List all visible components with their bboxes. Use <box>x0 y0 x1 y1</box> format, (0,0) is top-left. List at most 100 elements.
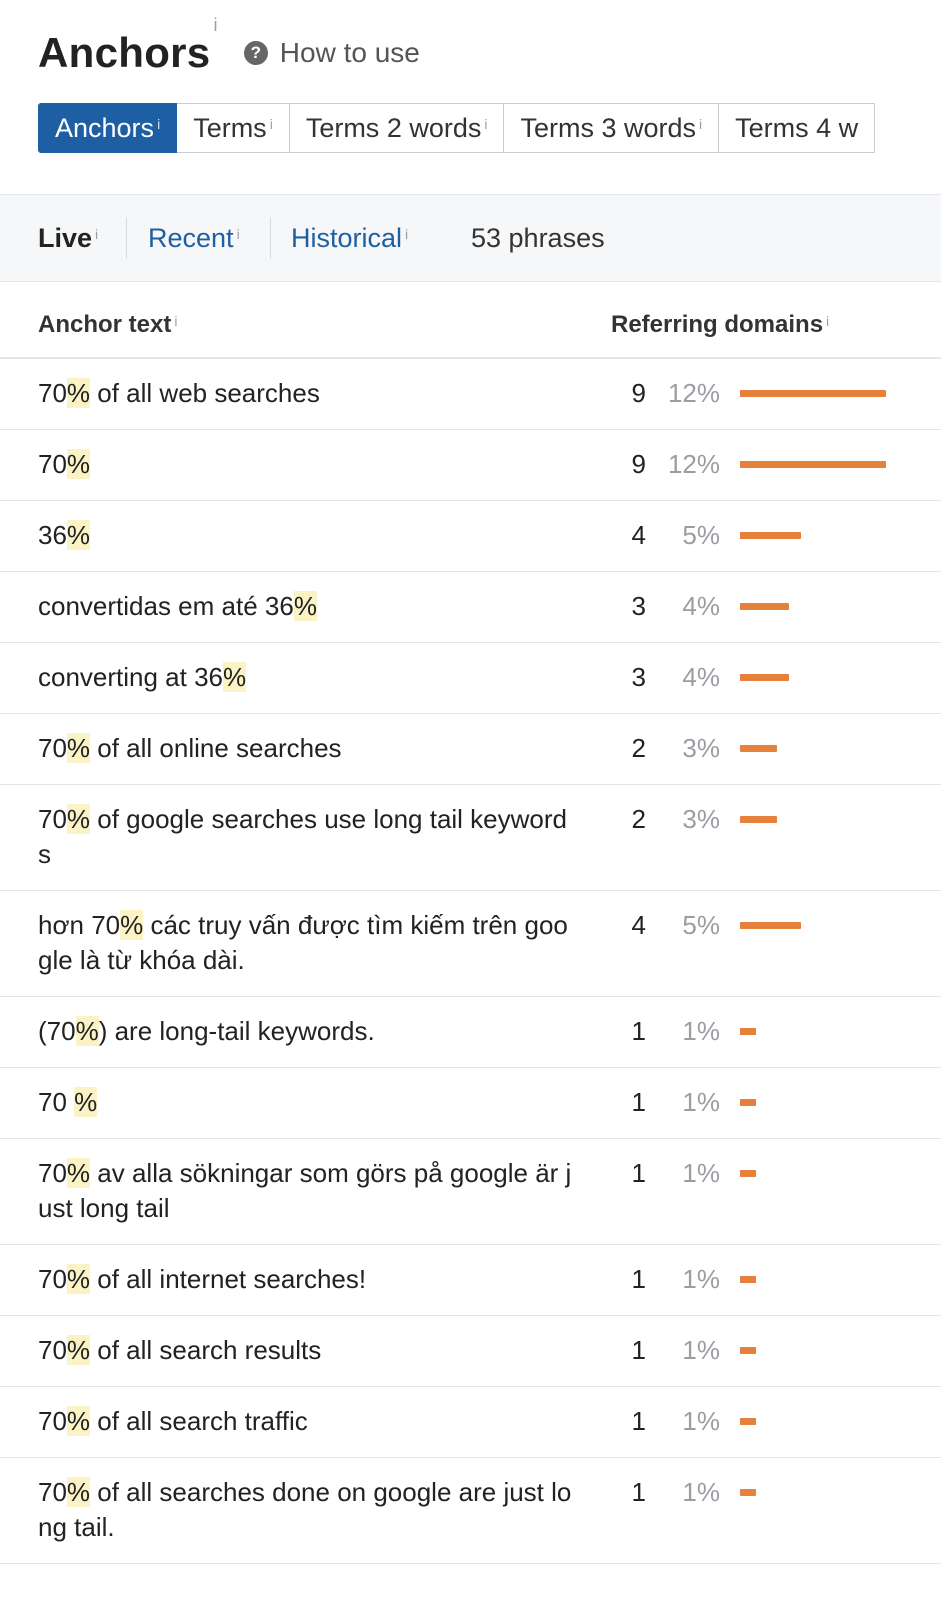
anchors-table: 70% of all web searches 9 12% 70% 9 12% … <box>0 359 941 1564</box>
anchor-text-highlight: % <box>66 378 91 408</box>
anchor-text-highlight: % <box>74 1087 98 1117</box>
info-icon[interactable]: i <box>95 226 99 242</box>
info-icon[interactable]: i <box>484 116 488 132</box>
referring-domains-percent: 5% <box>682 910 720 940</box>
referring-domains-count[interactable]: 9 <box>631 449 646 479</box>
share-bar <box>740 603 789 610</box>
referring-domains-count[interactable]: 2 <box>631 733 646 763</box>
table-row: 70% av alla sökningar som görs på google… <box>0 1139 941 1245</box>
referring-domains-count[interactable]: 3 <box>631 591 646 621</box>
question-circle-icon: ? <box>243 41 268 65</box>
share-bar <box>740 1347 756 1354</box>
info-icon[interactable]: i <box>174 313 178 329</box>
anchor-text-highlight: % <box>120 910 144 940</box>
column-header-referring-domains[interactable]: Referring domains i <box>611 300 829 350</box>
share-bar <box>740 1170 756 1177</box>
info-icon[interactable]: i <box>213 15 218 35</box>
anchor-text-highlight: % <box>75 1016 99 1046</box>
table-row: convertidas em até 36% 3 4% <box>0 572 941 643</box>
filter-historical[interactable]: Historical i <box>291 195 408 281</box>
share-bar <box>740 461 886 468</box>
anchor-text: 70% of all internet searches! <box>38 1262 578 1297</box>
anchor-text-highlight: % <box>66 1477 91 1507</box>
referring-domains-count[interactable]: 9 <box>631 378 646 408</box>
referring-domains-count[interactable]: 1 <box>631 1016 646 1046</box>
divider <box>0 357 941 359</box>
share-bar <box>740 816 777 823</box>
referring-domains-percent: 4% <box>682 591 720 621</box>
anchor-text-part: 70 <box>38 1264 67 1294</box>
anchor-text-part: 70 <box>38 804 67 834</box>
anchor-text: 70% of google searches use long tail key… <box>38 802 578 872</box>
info-icon[interactable]: i <box>699 116 703 132</box>
tab-anchors[interactable]: Anchors i <box>38 103 178 153</box>
table-row: (70%) are long-tail keywords. 1 1% <box>0 997 941 1068</box>
referring-domains-percent: 3% <box>682 733 720 763</box>
table-row: 70% of all internet searches! 1 1% <box>0 1245 941 1316</box>
tab-terms-2-words[interactable]: Terms 2 words i <box>289 103 505 153</box>
anchor-text-part: các truy vấn được tìm kiếm trên google l… <box>38 910 568 975</box>
divider <box>126 217 127 259</box>
anchor-text-part: 70 <box>38 1335 67 1365</box>
table-row: 70% of google searches use long tail key… <box>0 785 941 891</box>
column-header-anchor-text[interactable]: Anchor text i <box>38 300 177 350</box>
anchor-text-highlight: % <box>66 520 91 550</box>
table-row: 70% of all search results 1 1% <box>0 1316 941 1387</box>
anchor-text-part: 70 <box>38 449 67 479</box>
referring-domains-count[interactable]: 1 <box>631 1477 646 1507</box>
how-to-use-link[interactable]: ? How to use <box>243 37 420 69</box>
table-row: 70% of all search traffic 1 1% <box>0 1387 941 1458</box>
tab-label: Terms 3 words <box>520 112 697 143</box>
anchor-text-part: of all web searches <box>90 378 320 408</box>
share-bar <box>740 390 886 397</box>
referring-domains-count[interactable]: 1 <box>631 1335 646 1365</box>
info-icon[interactable]: i <box>826 313 830 329</box>
anchor-text-part: 70 <box>38 1477 67 1507</box>
anchor-text-part: (70 <box>38 1016 76 1046</box>
tab-terms-4-words[interactable]: Terms 4 w <box>719 103 876 153</box>
filter-recent[interactable]: Recent i <box>148 195 240 281</box>
anchor-text-part: converting at 36 <box>38 662 224 692</box>
referring-domains-count[interactable]: 1 <box>631 1406 646 1436</box>
share-bar <box>740 1099 756 1106</box>
referring-domains-count[interactable]: 1 <box>631 1087 646 1117</box>
referring-domains-count[interactable]: 3 <box>631 662 646 692</box>
referring-domains-percent: 3% <box>682 804 720 834</box>
tab-terms[interactable]: Terms i <box>177 103 290 153</box>
filter-historical-label: Historical <box>291 222 403 253</box>
anchor-text-part: convertidas em até 36 <box>38 591 294 621</box>
referring-domains-percent: 1% <box>682 1264 720 1294</box>
anchor-text: hơn 70% các truy vấn được tìm kiếm trên … <box>38 908 578 978</box>
referring-domains-count[interactable]: 4 <box>631 910 646 940</box>
anchor-text-highlight: % <box>66 1335 91 1365</box>
table-row: hơn 70% các truy vấn được tìm kiếm trên … <box>0 891 941 997</box>
tab-terms-3-words[interactable]: Terms 3 words i <box>504 103 720 153</box>
anchor-text: 70% av alla sökningar som görs på google… <box>38 1156 578 1226</box>
anchor-text: 70% of all search traffic <box>38 1404 578 1439</box>
referring-domains-count[interactable]: 1 <box>631 1264 646 1294</box>
anchor-text-part: 70 <box>38 378 67 408</box>
share-bar <box>740 922 801 929</box>
phrase-count: 53 phrases <box>471 222 605 253</box>
share-bar <box>740 745 777 752</box>
info-icon[interactable]: i <box>405 226 409 242</box>
info-icon[interactable]: i <box>236 226 240 242</box>
referring-domains-count[interactable]: 2 <box>631 804 646 834</box>
table-row: converting at 36% 3 4% <box>0 643 941 714</box>
referring-domains-percent: 1% <box>682 1158 720 1188</box>
anchor-text-highlight: % <box>66 1158 91 1188</box>
info-icon[interactable]: i <box>269 116 273 132</box>
filter-live-label: Live <box>38 222 93 253</box>
anchor-text-highlight: % <box>66 1406 91 1436</box>
anchor-text-highlight: % <box>66 1264 91 1294</box>
anchor-text: (70%) are long-tail keywords. <box>38 1014 578 1049</box>
anchor-text-part: hơn 70 <box>38 910 121 940</box>
filter-live[interactable]: Live i <box>38 195 98 281</box>
referring-domains-count[interactable]: 1 <box>631 1158 646 1188</box>
referring-domains-count[interactable]: 4 <box>631 520 646 550</box>
anchor-text-highlight: % <box>223 662 247 692</box>
info-icon[interactable]: i <box>157 116 161 132</box>
share-bar <box>740 532 801 539</box>
anchor-text: 70% of all search results <box>38 1333 578 1368</box>
anchor-text: converting at 36% <box>38 660 578 695</box>
